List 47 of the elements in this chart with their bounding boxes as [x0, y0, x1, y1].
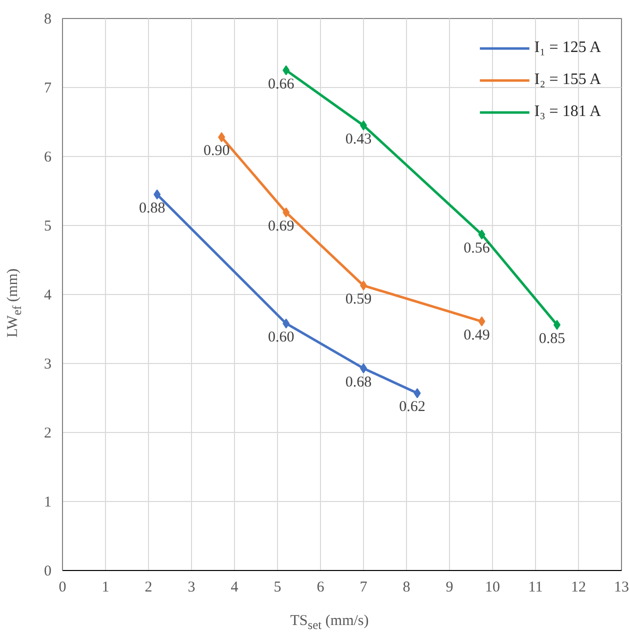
annotation: 0.49 [464, 327, 490, 344]
annotation: 0.90 [203, 143, 230, 160]
x-axis-title: TS$_{set}$ (mm/s) [290, 612, 369, 634]
annotation: 0.60 [268, 329, 294, 346]
x-tick-label: 8 [402, 580, 410, 596]
point [478, 316, 486, 326]
point [282, 65, 290, 76]
x-tick-label: 1 [102, 580, 110, 596]
point [478, 229, 486, 240]
annotation: 0.66 [268, 76, 295, 92]
annotation: 0.68 [345, 374, 372, 390]
annotation: 0.62 [399, 399, 426, 416]
x-tick-label: 4 [230, 580, 239, 596]
x-tick-label: 5 [274, 580, 282, 596]
x-tick-label: 6 [316, 580, 325, 596]
y-tick-label: 0 [44, 564, 52, 580]
x-tick-label: 10 [485, 580, 500, 596]
annotation: 0.43 [345, 131, 372, 148]
x-tick-label: 0 [58, 580, 66, 596]
point [282, 207, 290, 218]
legend-label: I₃ = 181 A [534, 103, 601, 121]
x-tick-label: 11 [528, 580, 543, 596]
x-tick-label: 12 [571, 580, 586, 596]
annotation: 0.59 [345, 292, 372, 308]
y-tick-label: 7 [44, 80, 52, 96]
annotation: 0.69 [268, 218, 294, 234]
y-tick-label: 5 [44, 218, 52, 234]
y-tick-label: 4 [44, 288, 52, 304]
legend-label: I₁ = 125 A [534, 39, 601, 57]
y-tick-label: 1 [44, 494, 52, 510]
annotation: 0.85 [538, 330, 566, 347]
annotation: 0.88 [138, 200, 166, 216]
point [154, 189, 161, 200]
point [414, 388, 421, 398]
point [218, 132, 226, 142]
x-tick-label: 2 [144, 580, 152, 596]
x-tick-label: 7 [360, 580, 368, 596]
y-tick-label: 2 [44, 426, 52, 442]
y-tick-label: 8 [44, 12, 52, 28]
legend-label: I₂ = 155 A [534, 71, 601, 89]
x-tick-label: 9 [446, 580, 454, 596]
y-tick-label: 3 [44, 356, 52, 372]
x-tick-label: 3 [188, 580, 196, 596]
x-tick-label: 13 [614, 580, 629, 596]
point [282, 318, 290, 328]
y-tick-label: 6 [44, 150, 52, 166]
annotation: 0.56 [464, 240, 490, 256]
